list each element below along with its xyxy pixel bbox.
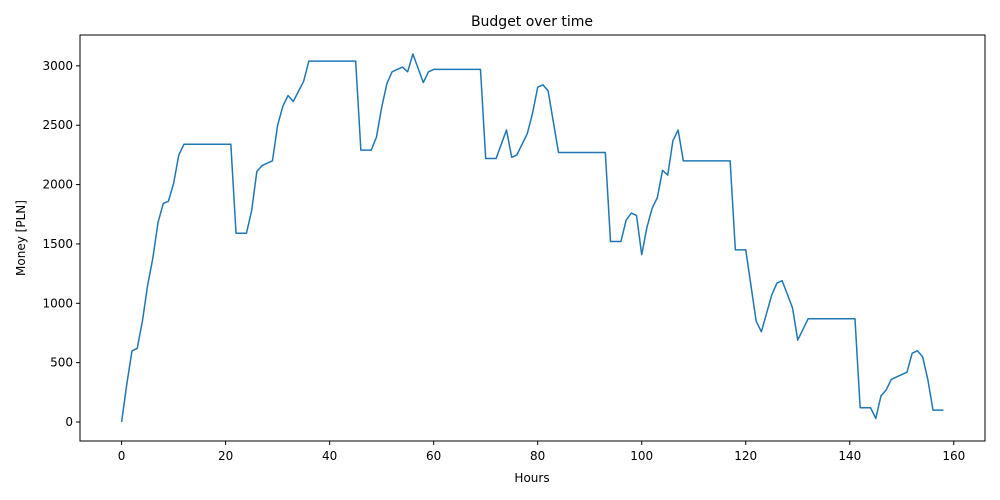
x-tick-label: 0 xyxy=(118,449,126,463)
x-tick-label: 160 xyxy=(942,449,965,463)
x-tick-label: 120 xyxy=(734,449,757,463)
x-tick-label: 80 xyxy=(530,449,545,463)
y-tick-label: 1500 xyxy=(42,237,73,251)
chart-title: Budget over time xyxy=(471,14,593,30)
y-tick-label: 2000 xyxy=(42,178,73,192)
x-tick-label: 140 xyxy=(838,449,861,463)
series-line-0 xyxy=(120,53,944,423)
y-tick-label: 2500 xyxy=(42,118,73,132)
x-tick-label: 40 xyxy=(322,449,337,463)
y-tick-label: 3000 xyxy=(42,59,73,73)
y-tick-label: 0 xyxy=(65,415,73,429)
x-tick-label: 60 xyxy=(426,449,441,463)
x-tick-label: 100 xyxy=(630,449,653,463)
y-tick-label: 500 xyxy=(50,356,73,370)
x-axis: 0 20 40 60 80 100 120 140 160 xyxy=(118,441,965,463)
x-axis-label: Hours xyxy=(514,471,549,485)
y-axis-label: Money [PLN] xyxy=(14,200,28,276)
y-tick-label: 1000 xyxy=(42,296,73,310)
plot-frame xyxy=(79,34,986,442)
plot-area xyxy=(120,53,944,423)
x-tick-label: 20 xyxy=(218,449,233,463)
y-axis: 0 500 1000 1500 2000 2500 3000 xyxy=(42,59,80,429)
